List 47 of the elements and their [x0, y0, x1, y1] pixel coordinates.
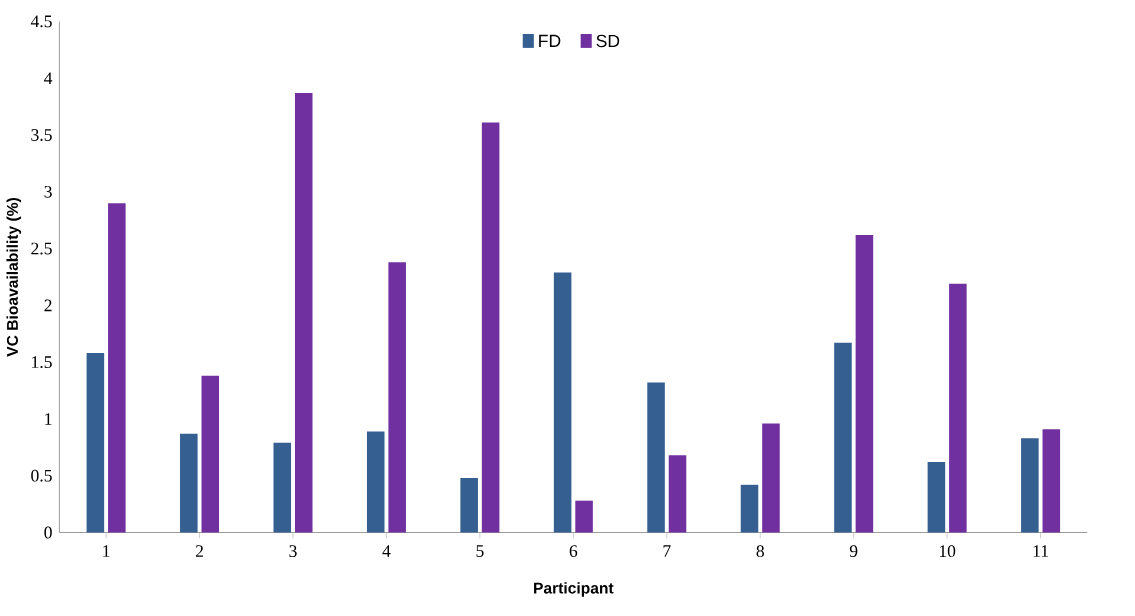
x-tick-label: 8 [756, 545, 764, 557]
bar [294, 92, 313, 533]
bar [201, 375, 220, 533]
x-tick-label: 3 [289, 545, 297, 557]
y-axis-title: VC Bioavailability (%) [6, 197, 22, 357]
bar [834, 342, 852, 533]
x-tick-label: 4 [382, 545, 391, 557]
bar [668, 455, 687, 533]
bar [1021, 438, 1039, 533]
bar [366, 431, 385, 533]
x-tick-label: 6 [569, 545, 578, 557]
y-tick-label: 1.5 [32, 356, 52, 368]
x-tick-label: 11 [1033, 545, 1048, 557]
bar [927, 461, 946, 533]
y-tick-label: 4.5 [30, 15, 52, 28]
bar [180, 433, 198, 533]
x-tick-label: 1 [103, 545, 110, 557]
x-tick-label: 9 [849, 545, 858, 557]
bar [388, 262, 406, 533]
y-tick-label: 2.5 [31, 242, 52, 255]
x-tick-label: 7 [663, 545, 671, 557]
x-tick-label: 2 [195, 545, 203, 557]
bar [1042, 428, 1061, 533]
legend-label: FD [539, 34, 561, 47]
x-tick-label: 10 [939, 545, 956, 557]
bar [949, 283, 967, 533]
bar [553, 272, 572, 533]
y-tick-label: 3.5 [31, 128, 52, 141]
bar [108, 202, 126, 533]
bar [481, 122, 500, 533]
bar [740, 484, 759, 533]
y-tick-label: 3 [44, 185, 52, 198]
bar [86, 352, 105, 533]
bar [647, 382, 665, 533]
legend-label: SD [596, 34, 620, 48]
y-tick-label: 0.5 [31, 469, 52, 482]
bar [460, 477, 478, 533]
y-tick-label: 0 [44, 526, 52, 539]
bar [273, 442, 292, 533]
y-tick-label: 2 [44, 299, 52, 311]
x-tick-label: 5 [476, 545, 484, 557]
bar [762, 423, 780, 533]
x-axis-title: Participant [534, 581, 614, 597]
y-tick-label: 4 [44, 72, 53, 84]
bar [575, 500, 593, 533]
y-tick-label: 1 [45, 412, 52, 425]
bar [855, 234, 874, 533]
